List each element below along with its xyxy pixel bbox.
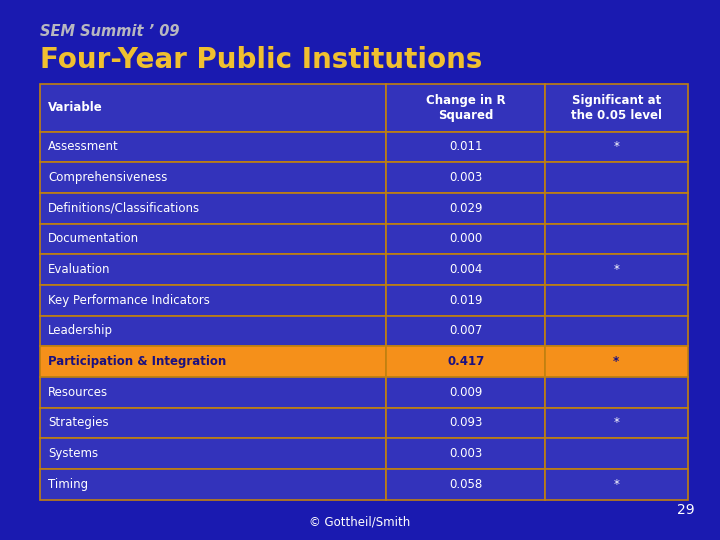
Text: 0.058: 0.058	[449, 478, 482, 491]
Bar	[545, 254, 688, 285]
Bar	[545, 346, 688, 377]
Text: 0.029: 0.029	[449, 201, 482, 215]
Text: Definitions/Classifications: Definitions/Classifications	[48, 201, 200, 215]
Bar	[386, 377, 545, 408]
Bar	[40, 408, 387, 438]
Text: 0.003: 0.003	[449, 171, 482, 184]
Bar	[545, 408, 688, 438]
Text: 29: 29	[678, 503, 695, 517]
Text: 0.009: 0.009	[449, 386, 482, 399]
Text: Participation & Integration: Participation & Integration	[48, 355, 227, 368]
Text: SEM Summit ’ 09: SEM Summit ’ 09	[40, 24, 179, 39]
Bar	[386, 285, 545, 315]
Bar	[545, 224, 688, 254]
Text: 0.004: 0.004	[449, 263, 482, 276]
Text: © Gottheil/Smith: © Gottheil/Smith	[310, 515, 410, 528]
Bar	[545, 285, 688, 315]
Text: 0.007: 0.007	[449, 325, 482, 338]
Bar	[40, 162, 387, 193]
Text: Comprehensiveness: Comprehensiveness	[48, 171, 168, 184]
Text: Assessment: Assessment	[48, 140, 119, 153]
Bar	[40, 469, 387, 500]
Bar	[545, 377, 688, 408]
Text: Systems: Systems	[48, 447, 99, 460]
Text: Resources: Resources	[48, 386, 109, 399]
Text: 0.011: 0.011	[449, 140, 482, 153]
Bar	[545, 315, 688, 346]
Text: Evaluation: Evaluation	[48, 263, 111, 276]
Bar	[40, 224, 387, 254]
Bar	[40, 285, 387, 315]
Text: Strategies: Strategies	[48, 416, 109, 429]
Bar	[386, 408, 545, 438]
Text: Four-Year Public Institutions: Four-Year Public Institutions	[40, 46, 482, 74]
Bar	[386, 315, 545, 346]
Text: Significant at
the 0.05 level: Significant at the 0.05 level	[571, 93, 662, 122]
Bar	[40, 254, 387, 285]
Bar	[386, 224, 545, 254]
Bar	[40, 315, 387, 346]
Bar	[40, 132, 387, 162]
Text: 0.000: 0.000	[449, 232, 482, 245]
Bar	[40, 438, 387, 469]
Bar	[545, 84, 688, 132]
Bar	[386, 132, 545, 162]
Text: 0.019: 0.019	[449, 294, 482, 307]
Bar	[40, 193, 387, 224]
Bar	[545, 162, 688, 193]
Text: Timing: Timing	[48, 478, 89, 491]
Text: Key Performance Indicators: Key Performance Indicators	[48, 294, 210, 307]
Bar	[386, 438, 545, 469]
Bar	[40, 346, 387, 377]
Text: 0.003: 0.003	[449, 447, 482, 460]
Bar	[386, 254, 545, 285]
Text: Variable: Variable	[48, 101, 103, 114]
Text: Leadership: Leadership	[48, 325, 113, 338]
Text: *: *	[613, 355, 619, 368]
Text: Change in R
Squared: Change in R Squared	[426, 93, 505, 122]
Text: 0.093: 0.093	[449, 416, 482, 429]
Bar	[386, 346, 545, 377]
Bar	[40, 84, 387, 132]
Bar	[40, 377, 387, 408]
Bar	[545, 438, 688, 469]
Text: *: *	[613, 263, 619, 276]
Text: 0.417: 0.417	[447, 355, 485, 368]
Bar	[545, 132, 688, 162]
Bar	[545, 193, 688, 224]
Bar	[386, 469, 545, 500]
Bar	[386, 162, 545, 193]
Text: Documentation: Documentation	[48, 232, 140, 245]
Text: *: *	[613, 478, 619, 491]
Bar	[386, 193, 545, 224]
Text: *: *	[613, 140, 619, 153]
Text: *: *	[613, 416, 619, 429]
Bar	[386, 84, 545, 132]
Bar	[545, 469, 688, 500]
